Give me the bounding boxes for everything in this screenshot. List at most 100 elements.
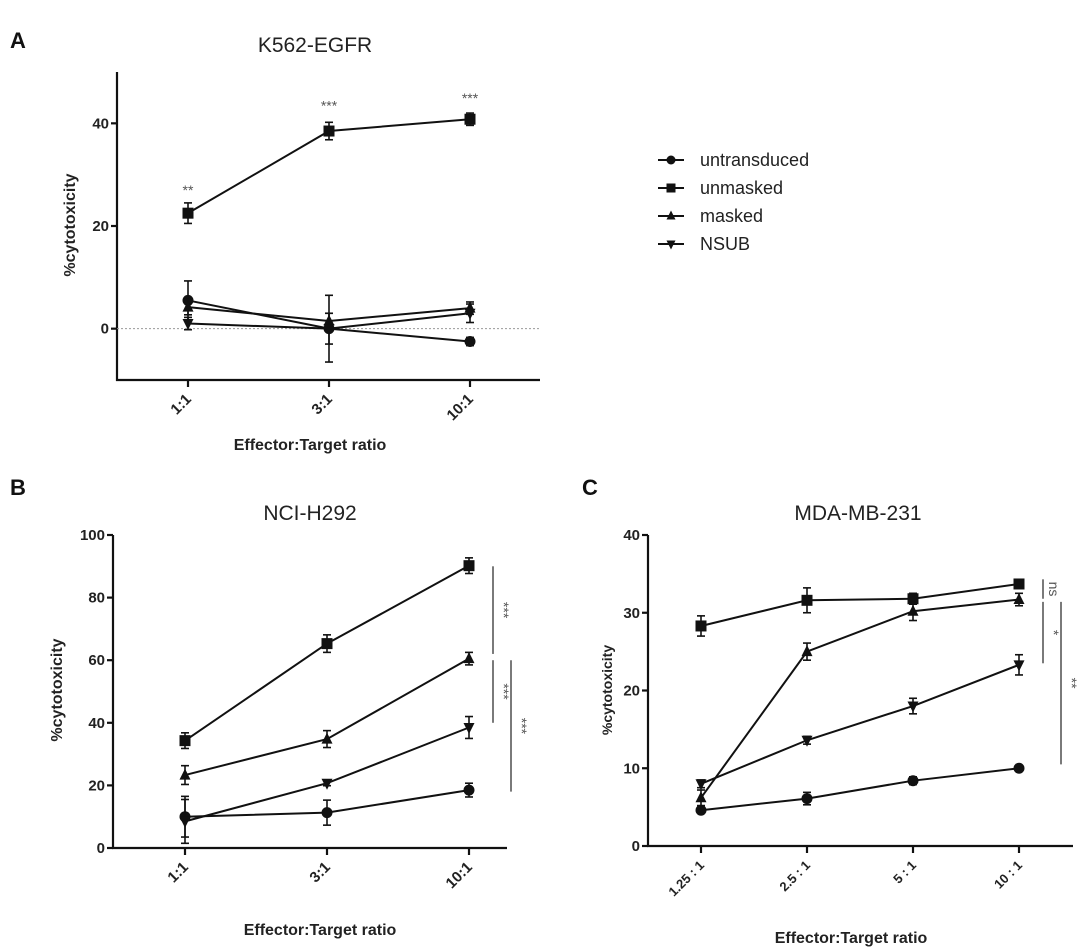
marker-triangle-down — [182, 319, 194, 331]
significance-bracket: *** — [510, 660, 530, 792]
series-line — [700, 767, 1020, 812]
significance-label: * — [1046, 630, 1062, 636]
y-tick-label: 10 — [623, 760, 640, 777]
series-unmasked — [695, 578, 1025, 637]
marker-square — [321, 638, 333, 650]
x-tick-label: 1.25 : 1 — [665, 858, 707, 900]
y-axis-label-a: %cytotoxicity — [62, 173, 79, 276]
marker-triangle-up — [907, 604, 919, 616]
marker-triangle-down — [321, 778, 333, 790]
marker-circle — [464, 336, 476, 347]
marker-triangle-down — [179, 816, 191, 828]
marker-triangle-down — [666, 240, 676, 250]
x-tick-label: 3:1 — [306, 859, 333, 886]
y-tick-label: 20 — [623, 683, 640, 700]
y-tick-label: 40 — [623, 527, 640, 544]
legend-marker-square — [658, 183, 684, 193]
marker-triangle-up — [179, 768, 191, 780]
marker-triangle-down — [463, 722, 475, 734]
x-axis-label-b: Effector:Target ratio — [244, 922, 397, 939]
chart-panel-b: 0 20 40 60 80 100 1:1 3:1 10:1 *** *** *** — [80, 527, 530, 892]
series-nsub — [695, 653, 1025, 791]
significance-annotation: *** — [321, 98, 338, 114]
significance-label: *** — [514, 718, 530, 735]
y-tick-label: 30 — [623, 605, 640, 622]
marker-triangle-up — [695, 791, 707, 803]
marker-triangle-up — [666, 210, 676, 220]
x-tick-label: 1:1 — [167, 391, 194, 418]
significance-annotation: *** — [462, 90, 479, 106]
x-tick-label: 10:1 — [444, 391, 477, 424]
marker-circle — [695, 804, 707, 816]
marker-triangle-up — [463, 652, 475, 664]
chart-title-a: K562-EGFR — [258, 34, 372, 57]
marker-triangle-up — [801, 645, 813, 657]
y-tick-label: 0 — [97, 840, 105, 857]
marker-triangle-down — [1013, 660, 1025, 672]
marker-triangle-up — [182, 300, 194, 312]
panel-letter-c: C — [582, 475, 598, 500]
y-tick-label: 40 — [92, 115, 109, 132]
legend-marker-triangle-down — [658, 240, 684, 250]
marker-triangle-down — [907, 701, 919, 713]
marker-circle — [1013, 762, 1025, 774]
series-unmasked — [179, 557, 475, 750]
y-tick-label: 20 — [92, 218, 109, 235]
y-tick-label: 0 — [632, 838, 640, 855]
legend-item-unmasked: unmasked — [658, 178, 783, 198]
series-masked — [695, 592, 1025, 807]
legend-label: masked — [700, 206, 763, 226]
series-line — [700, 582, 1020, 627]
y-tick-label: 0 — [101, 321, 109, 338]
marker-triangle-up — [1013, 593, 1025, 605]
marker-square — [695, 620, 707, 632]
marker-square — [1013, 578, 1025, 590]
marker-square — [464, 113, 476, 125]
significance-bracket: ns — [1042, 579, 1062, 599]
marker-square — [463, 560, 475, 572]
y-tick-label: 100 — [80, 527, 105, 544]
legend-label: unmasked — [700, 178, 783, 198]
panel-letter-a: A — [10, 28, 26, 53]
significance-bracket: * — [1042, 601, 1062, 664]
significance-label: *** — [496, 602, 512, 619]
marker-triangle-up — [321, 732, 333, 744]
series-masked — [179, 651, 475, 786]
legend-label: NSUB — [700, 234, 750, 254]
legend: untransduced unmasked masked NSUB — [658, 150, 809, 254]
significance-label: *** — [496, 683, 512, 700]
legend-item-masked: masked — [658, 206, 763, 226]
series-nsub — [179, 715, 475, 845]
significance-label: ** — [1064, 678, 1080, 689]
marker-square — [801, 594, 813, 606]
marker-circle — [801, 793, 813, 805]
x-tick-label: 10:1 — [443, 859, 476, 892]
x-tick-label: 10 : 1 — [991, 858, 1025, 892]
x-axis-label-c: Effector:Target ratio — [775, 930, 928, 947]
legend-marker-triangle-up — [658, 210, 684, 220]
series-line — [700, 663, 1020, 785]
marker-circle — [666, 155, 676, 165]
significance-label: ns — [1046, 582, 1062, 597]
marker-triangle-down — [323, 324, 335, 336]
series-untransduced — [695, 762, 1025, 816]
y-tick-label: 80 — [88, 590, 105, 607]
x-axis-label-a: Effector:Target ratio — [234, 437, 387, 454]
marker-square — [323, 125, 335, 137]
panel-letter-b: B — [10, 475, 26, 500]
significance-bracket: *** — [492, 566, 512, 654]
marker-square — [666, 183, 676, 193]
marker-square — [907, 593, 919, 605]
legend-item-nsub: NSUB — [658, 234, 750, 254]
significance-annotation: ** — [183, 182, 194, 198]
significance-bracket: *** — [492, 660, 512, 723]
marker-triangle-down — [695, 779, 707, 791]
chart-title-b: NCI-H292 — [263, 502, 356, 525]
series-nsub — [182, 303, 476, 345]
legend-marker-circle — [658, 155, 684, 165]
y-tick-label: 60 — [88, 652, 105, 669]
marker-triangle-down — [464, 308, 476, 320]
